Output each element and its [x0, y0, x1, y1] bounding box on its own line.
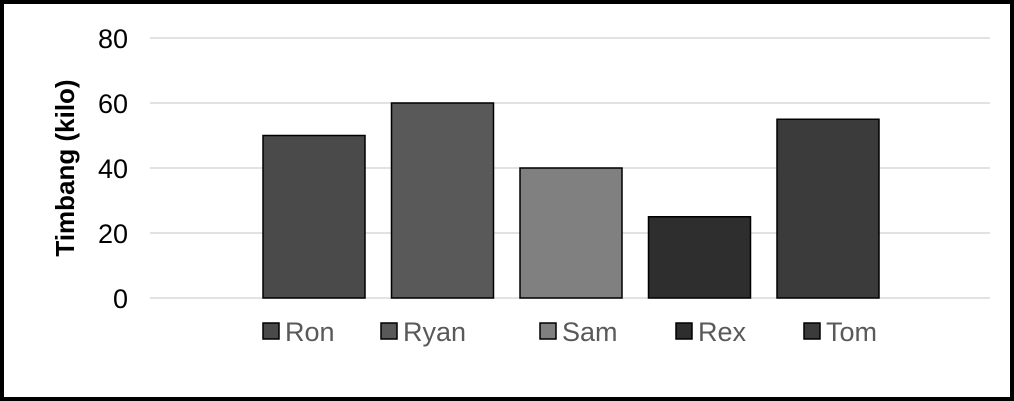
bar-sam [519, 167, 623, 299]
legend-item-ron: Ron [262, 317, 335, 347]
legend-item-sam: Sam [539, 317, 618, 347]
legend: Ron Ryan Sam Rex Tom [262, 317, 877, 347]
y-tick-label: 0 [113, 284, 128, 314]
legend-item-tom: Tom [803, 317, 877, 347]
legend-swatch [675, 322, 693, 340]
legend-label: Rex [698, 317, 747, 347]
bar-rex [647, 216, 752, 299]
legend-swatch [262, 322, 280, 340]
legend-swatch [380, 322, 398, 340]
legend-swatch [803, 322, 821, 340]
y-axis-label: Timbang (kilo) [50, 79, 80, 256]
bar-ryan [390, 102, 495, 299]
y-axis-ticks: 0 20 40 60 80 [98, 24, 128, 314]
legend-label: Ryan [403, 317, 466, 347]
legend-item-rex: Rex [675, 317, 747, 347]
legend-label: Sam [562, 317, 618, 347]
legend-swatch [539, 322, 557, 340]
bars [262, 102, 880, 299]
bar-tom [776, 118, 880, 299]
legend-item-ryan: Ryan [380, 317, 466, 347]
y-tick-label: 40 [98, 154, 128, 184]
y-tick-label: 20 [98, 219, 128, 249]
bar-ron [262, 134, 366, 299]
legend-label: Tom [826, 317, 877, 347]
legend-label: Ron [285, 317, 335, 347]
y-tick-label: 80 [98, 24, 128, 54]
y-tick-label: 60 [98, 89, 128, 119]
